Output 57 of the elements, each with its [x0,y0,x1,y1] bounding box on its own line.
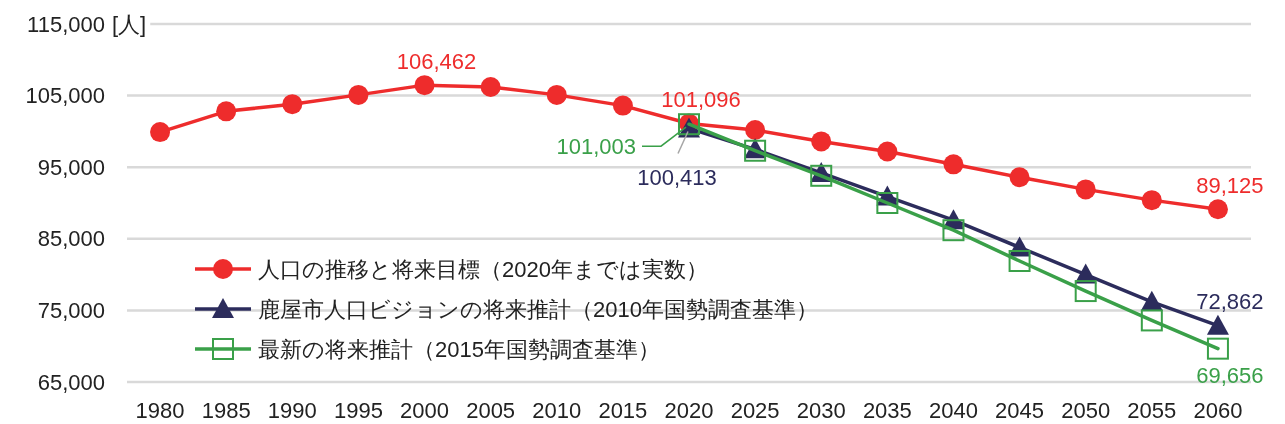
x-tick-label: 1995 [333,397,383,423]
x-tick-label: 2010 [532,397,582,423]
point [348,84,369,105]
data-label: 101,096 [661,87,741,113]
x-tick-label: 2030 [796,397,846,423]
x-tick-label: 2055 [1127,397,1177,423]
point [1075,179,1096,200]
point [1140,309,1163,332]
point [414,75,435,96]
data-label: 72,862 [1196,289,1264,315]
point [282,94,303,115]
point [877,141,898,162]
x-tick-label: 2000 [400,397,450,423]
data-label: 101,003 [556,133,636,159]
y-tick-label: 85,000 [37,226,105,252]
data-label: 89,125 [1196,172,1264,198]
point [612,95,633,116]
data-label: 100,413 [637,164,717,190]
point [216,101,237,122]
x-tick-label: 2060 [1193,397,1243,423]
y-tick-label: 65,000 [37,369,105,395]
point [811,131,832,152]
y-tick-label: 75,000 [37,297,105,323]
point [745,119,766,140]
data-label: 69,656 [1196,363,1264,389]
data-label: 106,462 [396,48,477,74]
y-tick-label: 95,000 [37,154,105,180]
point [480,77,501,98]
point [1206,337,1229,360]
point [1206,314,1229,335]
x-tick-label: 2015 [598,397,648,423]
x-tick-label: 2005 [466,397,516,423]
x-tick-label: 1985 [201,397,251,423]
x-tick-label: 2020 [664,397,714,423]
point [1074,280,1097,303]
point [150,122,171,143]
point [942,219,965,242]
y-tick-label: 105,000 [25,83,105,109]
point [943,154,964,175]
point [1009,167,1030,188]
point [1141,190,1162,211]
point [1207,199,1228,220]
legend-label: 鹿屋市人口ビジョンの将来推計（2010年国勢調査基準） [258,296,818,322]
point [546,84,567,105]
x-tick-label: 2050 [1061,397,1111,423]
point [810,164,833,187]
legend-label: 最新の将来推計（2015年国勢調査基準） [258,336,660,362]
x-tick-label: 1980 [135,397,185,423]
x-tick-label: 2045 [995,397,1045,423]
x-tick-label: 2035 [862,397,912,423]
point [876,192,899,214]
x-tick-label: 2040 [928,397,978,423]
x-tick-label: 1990 [267,397,317,423]
y-tick-label: 115,000 [27,11,105,37]
legend-label: 人口の推移と将来目標（2020年までは実数） [258,256,708,282]
x-tick-label: 2025 [730,397,780,423]
point [1008,250,1031,272]
